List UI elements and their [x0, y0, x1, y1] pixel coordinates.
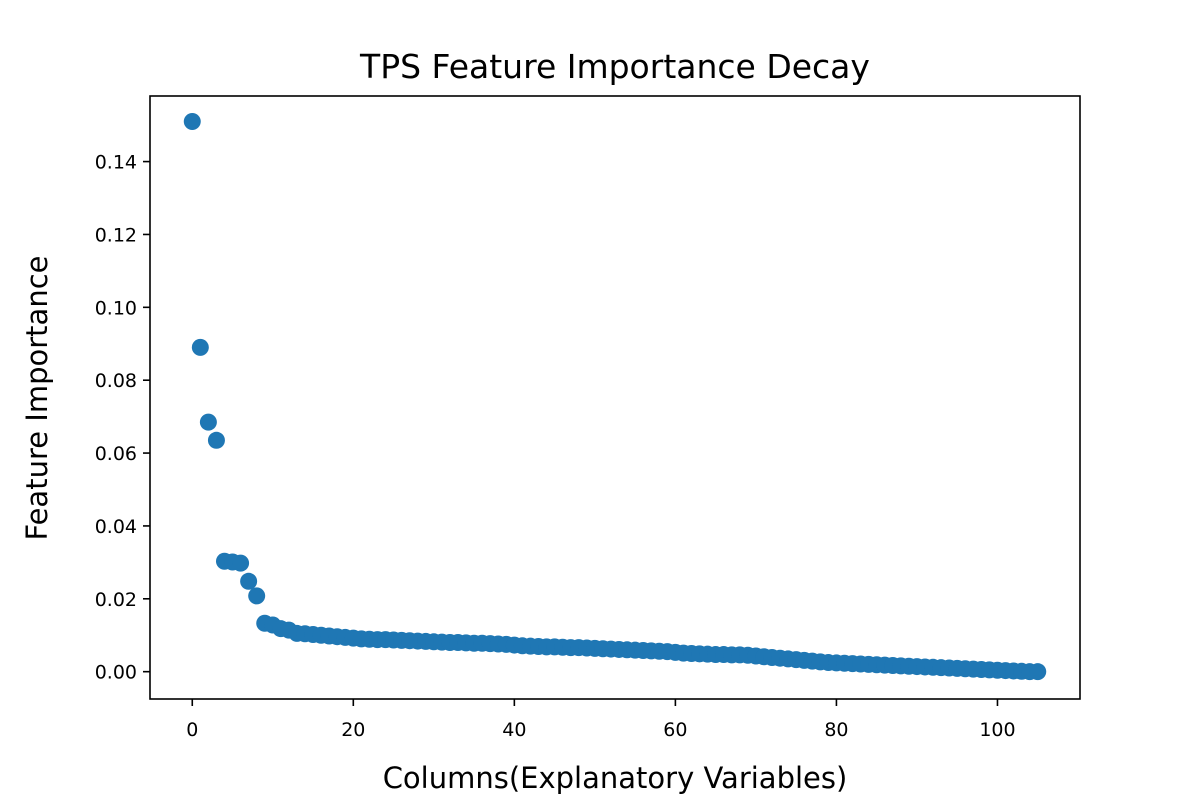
y-tick-label: 0.04 — [95, 516, 137, 538]
x-tick-label: 60 — [663, 719, 687, 741]
data-point — [199, 413, 217, 431]
x-tick-label: 20 — [341, 719, 365, 741]
plot-frame — [149, 95, 1081, 700]
x-axis-title: Columns(Explanatory Variables) — [383, 761, 848, 795]
y-axis-ticks: 0.00 0.02 0.04 0.06 0.08 0.10 0.12 0.14 — [95, 152, 150, 684]
y-tick-label: 0.12 — [95, 224, 137, 246]
chart-title: TPS Feature Importance Decay — [359, 47, 870, 86]
data-point — [207, 431, 225, 449]
data-point — [183, 113, 201, 130]
x-axis-ticks: 0 20 40 60 80 100 — [186, 699, 1016, 741]
y-tick-label: 0.14 — [95, 152, 137, 174]
data-point — [1029, 663, 1047, 681]
y-axis-title: Feature Importance — [20, 256, 54, 541]
y-tick-label: 0.10 — [95, 297, 137, 319]
x-tick-label: 40 — [502, 719, 526, 741]
x-tick-label: 100 — [979, 719, 1015, 741]
data-points — [183, 113, 1047, 681]
y-tick-label: 0.02 — [95, 589, 137, 611]
data-point — [232, 554, 250, 572]
y-tick-label: 0.08 — [95, 370, 137, 392]
data-point — [240, 572, 258, 590]
y-tick-label: 0.00 — [95, 662, 137, 684]
x-tick-label: 0 — [186, 719, 198, 741]
y-tick-label: 0.06 — [95, 443, 137, 465]
x-tick-label: 80 — [824, 719, 848, 741]
data-point — [248, 587, 266, 605]
data-point — [191, 338, 209, 356]
